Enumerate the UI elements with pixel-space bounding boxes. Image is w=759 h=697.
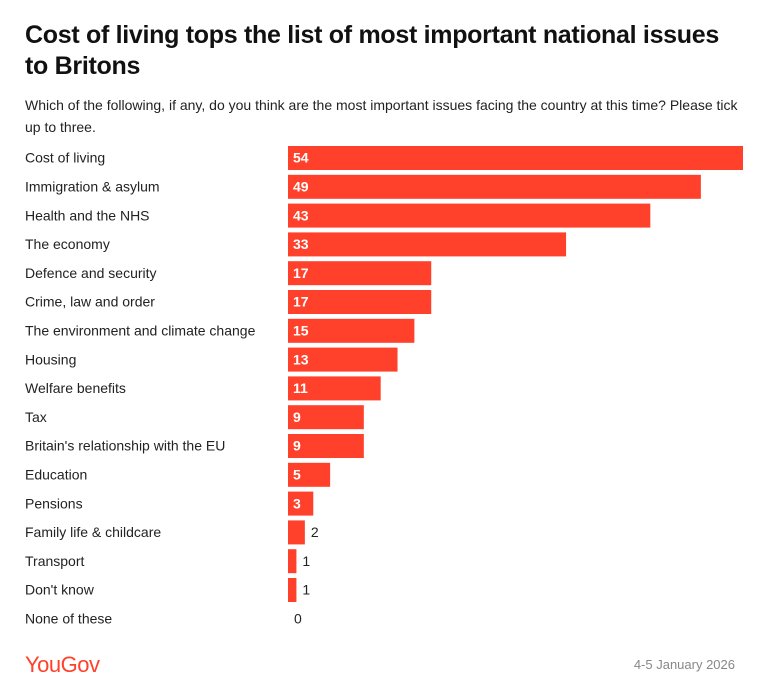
category-label: The economy xyxy=(25,236,110,252)
value-label: 3 xyxy=(293,495,301,511)
bar xyxy=(288,290,432,314)
category-label: Pensions xyxy=(25,495,83,511)
chart-subtitle: Which of the following, if any, do you t… xyxy=(25,97,738,135)
bar xyxy=(288,434,364,458)
category-label: Tax xyxy=(25,409,47,425)
bar xyxy=(288,376,381,401)
category-label: Crime, law and order xyxy=(25,294,155,310)
category-label: Britain's relationship with the EU xyxy=(25,438,225,454)
value-label: 43 xyxy=(293,207,309,223)
value-label: 1 xyxy=(302,582,310,598)
chart: Cost of living 54 Immigration & asylum 49 He… xyxy=(25,146,743,627)
bar xyxy=(288,578,297,602)
value-label: 9 xyxy=(293,438,301,454)
category-label: Transport xyxy=(25,553,85,569)
value-label: 5 xyxy=(293,467,301,483)
bar xyxy=(288,232,567,257)
bar xyxy=(288,174,701,199)
category-label: Immigration & asylum xyxy=(25,179,160,195)
bar xyxy=(288,549,297,574)
bar xyxy=(288,146,743,170)
value-label: 1 xyxy=(302,553,310,569)
category-label: Health and the NHS xyxy=(25,207,150,223)
value-label: 17 xyxy=(293,265,309,281)
value-label: 2 xyxy=(311,524,319,540)
category-label: Education xyxy=(25,467,87,483)
source-logo: YouGov xyxy=(25,652,100,677)
value-label: 9 xyxy=(293,409,301,425)
date: 4-5 January 2026 xyxy=(633,657,735,672)
value-label: 49 xyxy=(293,179,309,195)
value-label: 33 xyxy=(293,236,309,252)
bar xyxy=(288,347,398,372)
bar xyxy=(288,520,305,545)
category-label: None of these xyxy=(25,611,112,627)
chart-title: Cost of living tops the list of most imp… xyxy=(25,21,719,80)
value-label: 17 xyxy=(293,294,309,310)
category-label: Cost of living xyxy=(25,150,105,166)
value-label: 0 xyxy=(294,611,302,627)
value-label: 13 xyxy=(293,351,309,367)
bar xyxy=(288,318,415,343)
bar xyxy=(288,491,314,516)
bar xyxy=(288,405,364,430)
bar xyxy=(288,203,651,228)
category-label: Don't know xyxy=(25,582,95,598)
value-label: 15 xyxy=(293,323,309,339)
bar xyxy=(288,462,331,487)
category-label: The environment and climate change xyxy=(25,323,256,339)
category-label: Defence and security xyxy=(25,265,157,281)
category-label: Welfare benefits xyxy=(25,380,126,396)
category-label: Family life & childcare xyxy=(25,524,161,540)
bar xyxy=(288,261,432,286)
category-label: Housing xyxy=(25,351,76,367)
value-label: 54 xyxy=(293,150,309,166)
value-label: 11 xyxy=(293,380,308,396)
